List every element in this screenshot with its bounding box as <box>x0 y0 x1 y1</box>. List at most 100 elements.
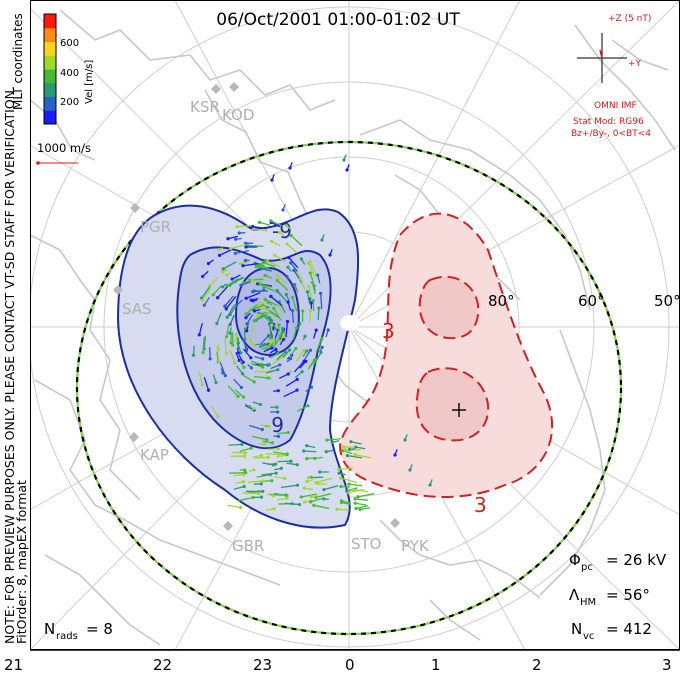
colorbar-segment <box>44 27 56 42</box>
vector-origin <box>267 425 271 429</box>
velocity-vector <box>290 262 298 272</box>
vector-origin <box>225 273 229 277</box>
velocity-vector <box>256 266 268 270</box>
velocity-vector <box>237 496 254 502</box>
vector-origin <box>302 348 306 353</box>
vector-origin <box>267 333 271 338</box>
velocity-vector <box>245 292 261 299</box>
vector-origin <box>252 319 256 323</box>
vector-origin <box>223 304 227 308</box>
vector-origin <box>342 445 346 449</box>
vector-origin <box>312 358 316 362</box>
vector-origin <box>277 323 281 327</box>
vector-origin <box>229 341 233 345</box>
vector-origin <box>242 454 247 458</box>
vector-origin <box>261 489 265 494</box>
vector-origin <box>283 476 287 481</box>
vector-origin <box>243 258 247 263</box>
velocity-vector <box>340 477 358 484</box>
velocity-vector <box>354 454 372 459</box>
velocity-vector <box>239 447 252 452</box>
vector-origin <box>244 312 248 316</box>
vector-origin <box>257 491 261 496</box>
potential-max-cross <box>452 403 466 417</box>
vector-origin <box>279 466 283 470</box>
velocity-vector <box>290 235 303 247</box>
map-content: -9 -9 3 3 KSR KOD PGR SAS <box>30 0 680 650</box>
velocity-vector <box>231 451 246 454</box>
vector-origin <box>274 347 278 351</box>
colorbar-segment <box>44 14 56 29</box>
svg-text:= 8: = 8 <box>86 620 113 638</box>
vector-origin <box>265 259 270 263</box>
mlt-tick-21: 21 <box>4 656 23 674</box>
velocity-vector <box>313 352 322 366</box>
velocity-vector <box>253 311 267 322</box>
vector-origin <box>267 363 271 367</box>
vector-origin <box>311 298 315 303</box>
vector-origin <box>200 296 204 300</box>
vector-origin <box>214 380 218 385</box>
vector-origin <box>243 451 247 455</box>
vector-origin <box>241 360 245 364</box>
velocity-vector <box>283 389 298 398</box>
stat-lambda: Λ HM = 56° <box>569 586 650 608</box>
vector-origin <box>290 295 295 300</box>
velocity-vector <box>265 369 279 374</box>
vector-origin <box>301 309 305 313</box>
velocity-vector <box>286 243 298 254</box>
vector-origin <box>299 495 303 499</box>
velocity-vector <box>295 350 305 362</box>
vector-scale-label: 1000 m/s <box>37 141 91 155</box>
vector-origin <box>244 316 248 320</box>
hm-boundary-dash <box>75 140 623 636</box>
vector-origin <box>206 261 211 266</box>
vector-origin <box>257 301 261 305</box>
vector-origin <box>306 261 310 265</box>
vector-origin <box>261 357 265 361</box>
vector-origin <box>191 353 196 357</box>
colorbar-segment <box>44 82 56 97</box>
vector-origin <box>263 273 267 278</box>
vector-origin <box>286 265 290 269</box>
velocity-vector <box>273 335 281 348</box>
vector-origin <box>326 328 330 332</box>
vector-origin <box>320 238 324 242</box>
vector-origin <box>310 281 315 285</box>
vector-origin <box>283 350 287 354</box>
velocity-vector <box>348 488 364 494</box>
velocity-vector <box>264 298 278 307</box>
vector-origin <box>230 277 234 281</box>
velocity-vector <box>259 221 271 226</box>
velocity-vector <box>301 493 318 498</box>
velocity-vector <box>227 385 239 397</box>
vector-origin <box>302 486 306 490</box>
vector-origin <box>206 388 211 392</box>
vector-origin <box>312 503 316 507</box>
mlt-tick-22: 22 <box>153 656 172 674</box>
velocity-vector <box>237 225 252 228</box>
velocity-vector <box>246 314 254 325</box>
velocity-vector <box>348 483 362 487</box>
vector-origin <box>236 341 240 345</box>
svg-text:Λ: Λ <box>569 586 580 604</box>
velocity-vector <box>309 310 312 324</box>
velocity-vector <box>209 277 219 287</box>
vector-origin <box>290 308 295 313</box>
velocity-vector <box>303 450 317 453</box>
vector-origin <box>408 468 412 472</box>
vector-origin <box>309 500 313 504</box>
velocity-vector <box>275 454 287 458</box>
vector-origin <box>265 438 269 442</box>
velocity-vector <box>259 267 272 272</box>
vector-origin <box>224 351 228 356</box>
imf-stat-mod: Stat Mod: RG96 <box>573 117 644 127</box>
vector-origin <box>337 467 341 472</box>
vector-origin <box>245 322 249 326</box>
svg-text:N: N <box>44 620 55 638</box>
mlt-tick-0: 0 <box>345 656 355 674</box>
vector-origin <box>289 357 293 361</box>
vector-origin <box>270 441 275 445</box>
vector-origin <box>217 253 222 257</box>
vector-origin <box>252 344 256 348</box>
